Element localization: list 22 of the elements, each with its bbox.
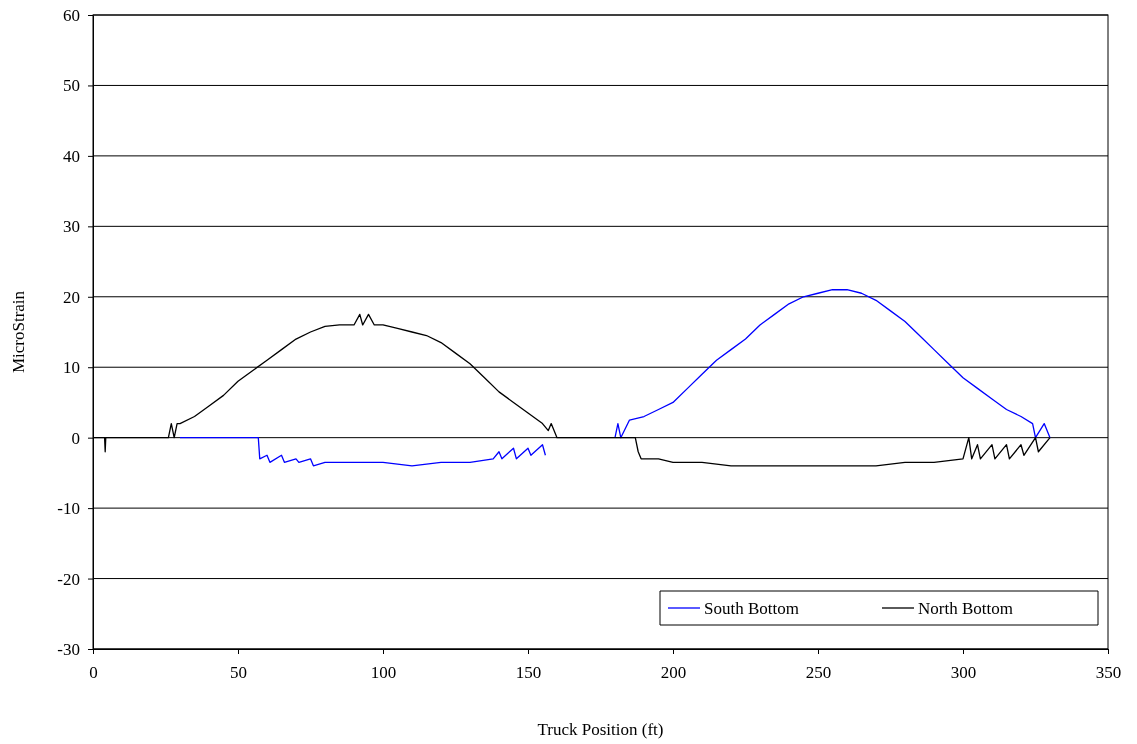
x-tick-label: 150 [515, 663, 542, 683]
y-axis-title: MicroStrain [9, 290, 28, 374]
x-tick-label: 200 [660, 663, 687, 683]
x-tick-label: 250 [805, 663, 832, 683]
x-tick-label: 350 [1095, 663, 1122, 683]
x-tick-label: 0 [89, 663, 98, 683]
y-tick-label: -10 [57, 499, 80, 519]
y-tick-label: 50 [63, 76, 80, 96]
x-tick-label: 300 [950, 663, 977, 683]
y-tick-label: 30 [63, 217, 80, 237]
y-tick-label: 0 [71, 428, 80, 448]
y-tick-label: 10 [63, 358, 80, 378]
x-tick-label: 50 [230, 663, 247, 683]
x-tick-label: 100 [370, 663, 397, 683]
legend-label: South Bottom [704, 599, 799, 618]
legend-label: North Bottom [918, 599, 1013, 618]
y-tick-label: 40 [63, 146, 80, 166]
y-tick-label: -30 [57, 639, 80, 659]
y-tick-label: -20 [57, 569, 80, 589]
y-tick-label: 20 [63, 287, 80, 307]
y-tick-label: 60 [63, 5, 80, 25]
x-axis-title: Truck Position (ft) [537, 720, 664, 739]
